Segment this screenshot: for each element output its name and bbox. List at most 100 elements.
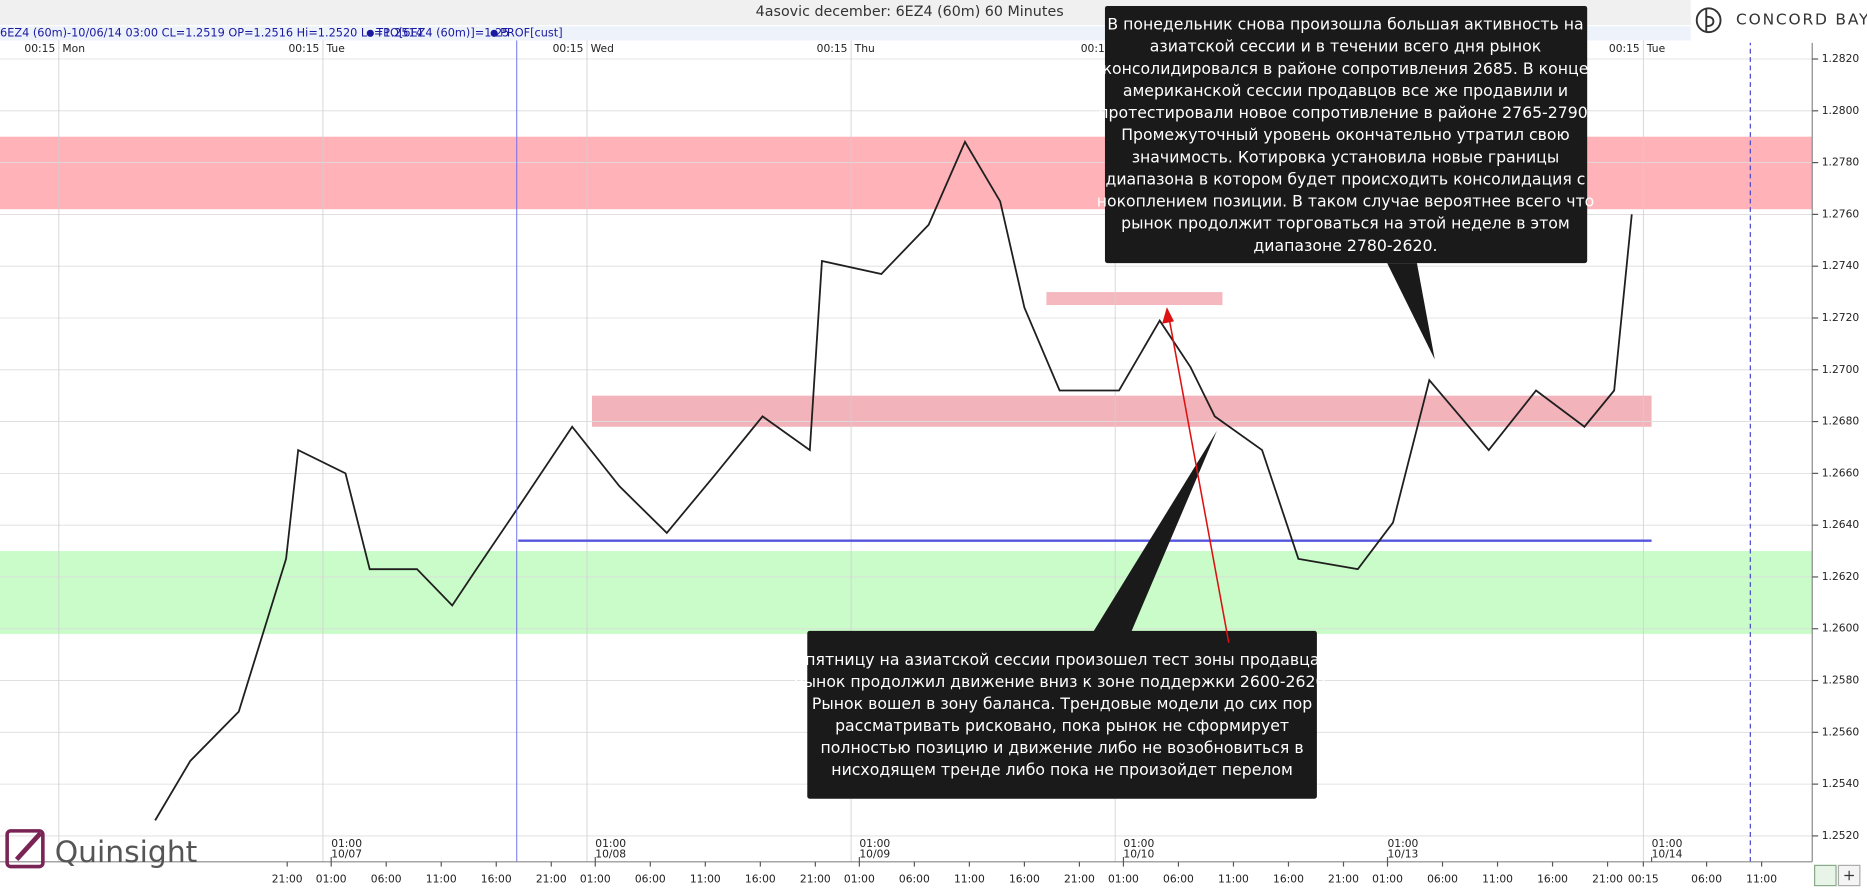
annotation-line: протестировали новое сопротивление в рай… [1098, 103, 1592, 122]
date-label: 10/09 [859, 848, 890, 861]
x-tick-label: 16:00 [745, 873, 776, 886]
y-tick-label: 1.2820 [1822, 52, 1860, 65]
x-tick-label: 01:00 [844, 873, 875, 886]
info-tpo: TPO[6EZ4 (60m)]=1.25 [375, 26, 509, 39]
annotation-line: рынок продолжил движение вниз к зоне под… [794, 672, 1331, 691]
time-axis-bg [0, 861, 1813, 888]
top-day-label: Mon [62, 42, 85, 55]
annotation-line: диапазоне 2780-2620. [1253, 236, 1437, 255]
annotation-line: диапазона в котором будет происходить ко… [1105, 169, 1585, 188]
top-tick-label: 00:15 [24, 42, 55, 55]
date-label: 10/13 [1388, 848, 1419, 861]
annotation-text: В понедельник снова произошла большая ак… [1097, 14, 1595, 254]
annotation-line: нисходящем тренде либо пока не произойде… [831, 760, 1293, 779]
annotation-line: В пятницу на азиатской сессии произошел … [789, 650, 1334, 669]
info-dot [366, 29, 374, 37]
annotation-line: Рынок вошел в зону баланса. Трендовые мо… [812, 694, 1312, 713]
x-tick-label: 21:00 [536, 873, 567, 886]
x-tick-label: 01:00 [580, 873, 611, 886]
x-tick-label: 06:00 [1163, 873, 1194, 886]
x-tick-label: 16:00 [481, 873, 512, 886]
x-tick-label: 11:00 [954, 873, 985, 886]
info-main: 6EZ4 (60m)-10/06/14 03:00 CL=1.2519 OP=1… [0, 26, 423, 39]
annotation-line: рассматривать рисковано, пока рынок не с… [835, 716, 1289, 735]
y-tick-label: 1.2560 [1822, 725, 1860, 738]
top-tick-label: 00:15 [1609, 42, 1640, 55]
top-day-label: Tue [1646, 42, 1666, 55]
date-time-label: 01:00 [331, 837, 362, 850]
x-tick-label: 11:00 [1746, 873, 1777, 886]
y-tick-label: 1.2700 [1822, 363, 1860, 376]
info-prof: PROF[cust] [500, 26, 563, 39]
annotation-box [1104, 5, 1588, 264]
top-tick-label: 00:15 [817, 42, 848, 55]
x-tick-label: 01:00 [1372, 873, 1403, 886]
annotation-line: американской сессии продавцов все же про… [1123, 81, 1568, 100]
x-tick-label: 21:00 [1064, 873, 1095, 886]
x-tick-label: 16:00 [1273, 873, 1304, 886]
x-tick-label: 00:15 [1628, 873, 1659, 886]
watermark-icon-pen [14, 831, 43, 862]
annotation-line: консолидировался в районе сопротивления … [1103, 59, 1589, 78]
top-tick-label: 00:15 [553, 42, 584, 55]
x-tick-label: 21:00 [1328, 873, 1359, 886]
brand-name: CONCORD BAY [1736, 11, 1867, 29]
watermark: Quinsight [55, 835, 198, 870]
annotation-text: В пятницу на азиатской сессии произошел … [789, 650, 1334, 779]
zone [0, 551, 1813, 634]
x-tick-label: 01:00 [316, 873, 347, 886]
x-tick-label: 01:00 [1108, 873, 1139, 886]
arrow-head [1162, 307, 1175, 324]
date-time-label: 01:00 [595, 837, 626, 850]
x-tick-label: 06:00 [899, 873, 930, 886]
y-tick-label: 1.2540 [1822, 777, 1860, 790]
x-tick-label: 06:00 [635, 873, 666, 886]
top-day-label: Wed [591, 42, 614, 55]
y-tick-label: 1.2720 [1822, 311, 1860, 324]
y-tick-label: 1.2740 [1822, 259, 1860, 272]
annotation-line: полностью позицию и движение либо не воз… [821, 738, 1304, 757]
x-tick-label: 06:00 [1691, 873, 1722, 886]
refresh-button[interactable] [1814, 864, 1837, 887]
x-tick-label: 16:00 [1537, 873, 1568, 886]
axes: 1.2520 1.2540 1.2560 1.2580 1.2600 1.2620 1.26… [24, 42, 1859, 886]
date-label: 10/07 [331, 848, 362, 861]
x-tick-label: 06:00 [371, 873, 402, 886]
date-time-label: 01:00 [1123, 837, 1154, 850]
x-tick-label: 21:00 [800, 873, 831, 886]
top-day-label: Thu [854, 42, 875, 55]
brand-icon-mark [1705, 9, 1715, 31]
y-tick-label: 1.2800 [1822, 104, 1860, 117]
callout-pointer [1387, 263, 1435, 360]
x-tick-label: 06:00 [1427, 873, 1458, 886]
brand-icon [1695, 7, 1722, 34]
x-tick-label: 11:00 [1218, 873, 1249, 886]
zone [591, 395, 1652, 427]
y-tick-label: 1.2620 [1822, 570, 1860, 583]
y-tick-label: 1.2680 [1822, 415, 1860, 428]
y-tick-label: 1.2660 [1822, 466, 1860, 479]
date-time-label: 01:00 [859, 837, 890, 850]
date-label: 10/10 [1123, 848, 1154, 861]
x-tick-label: 11:00 [426, 873, 457, 886]
price-axis-bg [1812, 35, 1867, 889]
annotation-line: В понедельник снова произошла большая ак… [1107, 14, 1583, 33]
annotation-line: нокоплением позиции. В таком случае веро… [1097, 192, 1595, 211]
top-tick-label: 00:15 [289, 42, 320, 55]
info-dot [490, 29, 498, 37]
date-label: 10/08 [595, 848, 626, 861]
y-tick-label: 1.2600 [1822, 622, 1860, 635]
y-tick-label: 1.2760 [1822, 207, 1860, 220]
annotation-line: азиатской сессии и в течении всего дня р… [1150, 37, 1541, 56]
add-icon [1844, 870, 1854, 881]
zone [1046, 292, 1223, 306]
x-tick-label: 16:00 [1009, 873, 1040, 886]
arrow-line [1168, 318, 1230, 643]
watermark-icon [5, 829, 45, 869]
date-time-label: 01:00 [1388, 837, 1419, 850]
y-tick-label: 1.2580 [1822, 674, 1860, 687]
window-title: 4asovic december: 6EZ4 (60m) 60 Minutes [756, 4, 1064, 20]
y-tick-label: 1.2520 [1822, 829, 1860, 842]
